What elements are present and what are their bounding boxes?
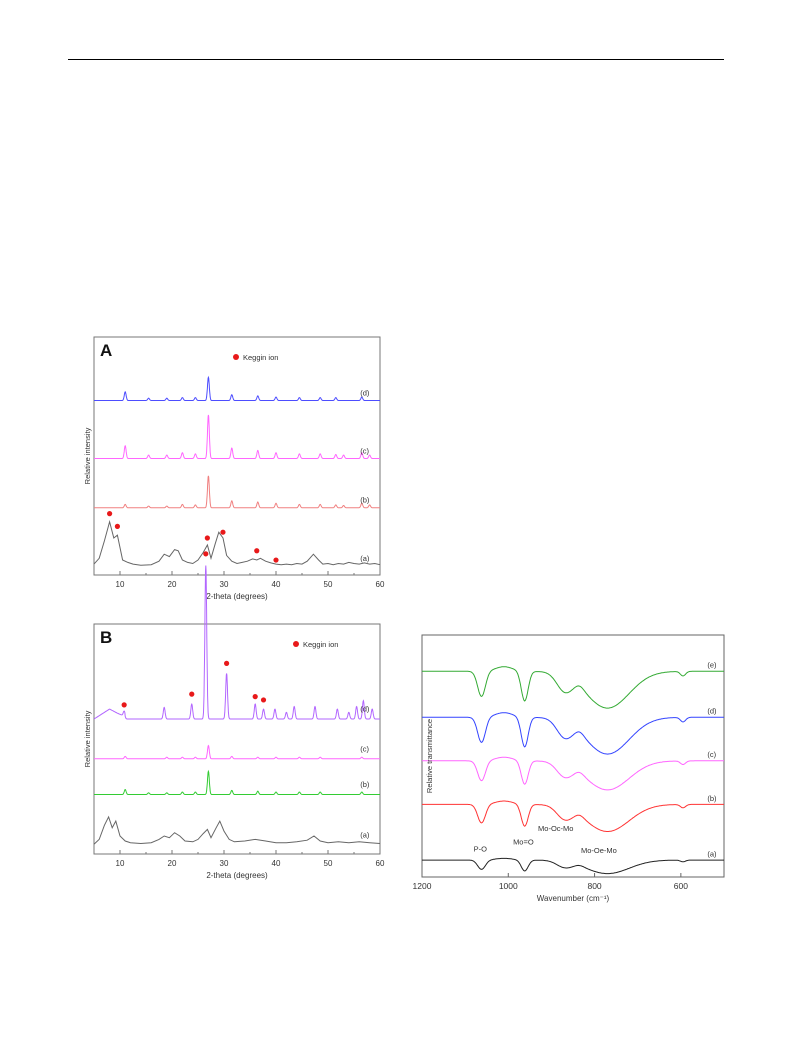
ftir-chart: (a) (b) (c) (d) (e) P-O Mo=O Mo-Oc-Mo Mo-Oe-Mo 12… (413, 633, 726, 911)
series-label: (b) (360, 496, 370, 505)
legend-label: Keggin ion (243, 353, 278, 362)
series-line (93, 815, 381, 845)
x-tick-label: 10 (116, 859, 125, 868)
series-label: (d) (360, 705, 370, 714)
x-tick-label: 1000 (499, 881, 518, 891)
x-tick-label: 50 (324, 580, 333, 589)
x-tick-label: 20 (168, 580, 177, 589)
panel-label: B (100, 628, 112, 647)
legend-label: Keggin ion (303, 640, 338, 649)
xrd-chart-b: B Keggin ion 10 20 30 40 50 60 2-theta (degrees)… (83, 551, 385, 884)
band-label: Mo-Oe-Mo (581, 846, 617, 855)
chart-c-svg: (a) (b) (c) (d) (e) P-O Mo=O Mo-Oc-Mo Mo-Oe-Mo 12… (413, 634, 725, 903)
x-axis-label: 2-theta (degrees) (206, 871, 268, 880)
x-tick-label: 30 (220, 859, 229, 868)
series-label: (c) (360, 744, 369, 753)
panel-label: A (100, 341, 112, 360)
x-tick-label: 40 (272, 859, 281, 868)
x-tick-label: 600 (674, 881, 688, 891)
x-tick-label: 20 (168, 859, 177, 868)
legend-marker (293, 641, 299, 647)
y-axis-label: Relative intensity (83, 710, 92, 767)
x-tick-label: 1200 (413, 881, 432, 891)
series-line (422, 756, 724, 791)
y-axis-label: Relative transmittance (425, 719, 434, 793)
series-label: (d) (360, 388, 370, 397)
x-axis-label: 2-theta (degrees) (206, 592, 268, 601)
band-label: P-O (474, 845, 488, 854)
keggin-marker (220, 529, 226, 535)
series-label: (a) (707, 849, 717, 858)
band-label: Mo=O (513, 837, 534, 846)
keggin-marker (107, 511, 113, 517)
x-tick-label: 800 (587, 881, 601, 891)
series-line (422, 800, 724, 832)
series-line (94, 475, 380, 509)
xrd-chart-a: A Keggin ion 10 20 30 40 50 60 2-theta (degrees)… (83, 335, 385, 605)
plot-frame (93, 336, 381, 576)
series-label: (c) (360, 446, 369, 455)
x-tick-label: 30 (220, 580, 229, 589)
x-tick-label: 10 (116, 580, 125, 589)
series-label: (d) (707, 707, 717, 716)
keggin-marker (121, 702, 127, 708)
plot-frame (421, 634, 725, 878)
keggin-marker (203, 551, 209, 557)
header-rule (68, 59, 724, 60)
keggin-marker (114, 523, 120, 529)
series-label: (a) (360, 831, 370, 840)
series-line (422, 857, 724, 875)
chart-b-svg: B Keggin ion 10 20 30 40 50 60 2-theta (degrees)… (83, 551, 385, 880)
series-label: (a) (360, 554, 370, 563)
keggin-marker (189, 691, 195, 697)
series-line (94, 414, 380, 459)
series-label: (b) (360, 780, 370, 789)
series-label: (b) (707, 794, 717, 803)
keggin-marker (204, 535, 210, 541)
series-line (93, 565, 380, 720)
x-tick-label: 40 (272, 580, 281, 589)
series-line (94, 744, 380, 760)
keggin-marker (254, 548, 260, 554)
keggin-marker (252, 694, 258, 700)
series-line (93, 519, 381, 566)
x-tick-label: 60 (376, 580, 385, 589)
series-label: (e) (707, 661, 717, 670)
plot-frame (93, 623, 381, 855)
series-line (94, 375, 380, 401)
band-label: Mo-Oc-Mo (538, 824, 573, 833)
keggin-marker (260, 697, 267, 703)
series-line (422, 666, 724, 709)
legend-marker (233, 354, 239, 360)
x-tick-label: 50 (324, 859, 333, 868)
y-axis-label: Relative intensity (83, 427, 92, 484)
x-tick-label: 60 (376, 859, 385, 868)
keggin-marker (224, 660, 230, 666)
keggin-marker (273, 557, 279, 563)
chart-a-svg: A Keggin ion 10 20 30 40 50 60 2-theta (degrees)… (83, 336, 385, 601)
series-line (94, 769, 380, 795)
series-label: (c) (707, 750, 716, 759)
x-axis-label: Wavenumber (cm⁻¹) (537, 894, 610, 903)
series-line (422, 712, 724, 755)
